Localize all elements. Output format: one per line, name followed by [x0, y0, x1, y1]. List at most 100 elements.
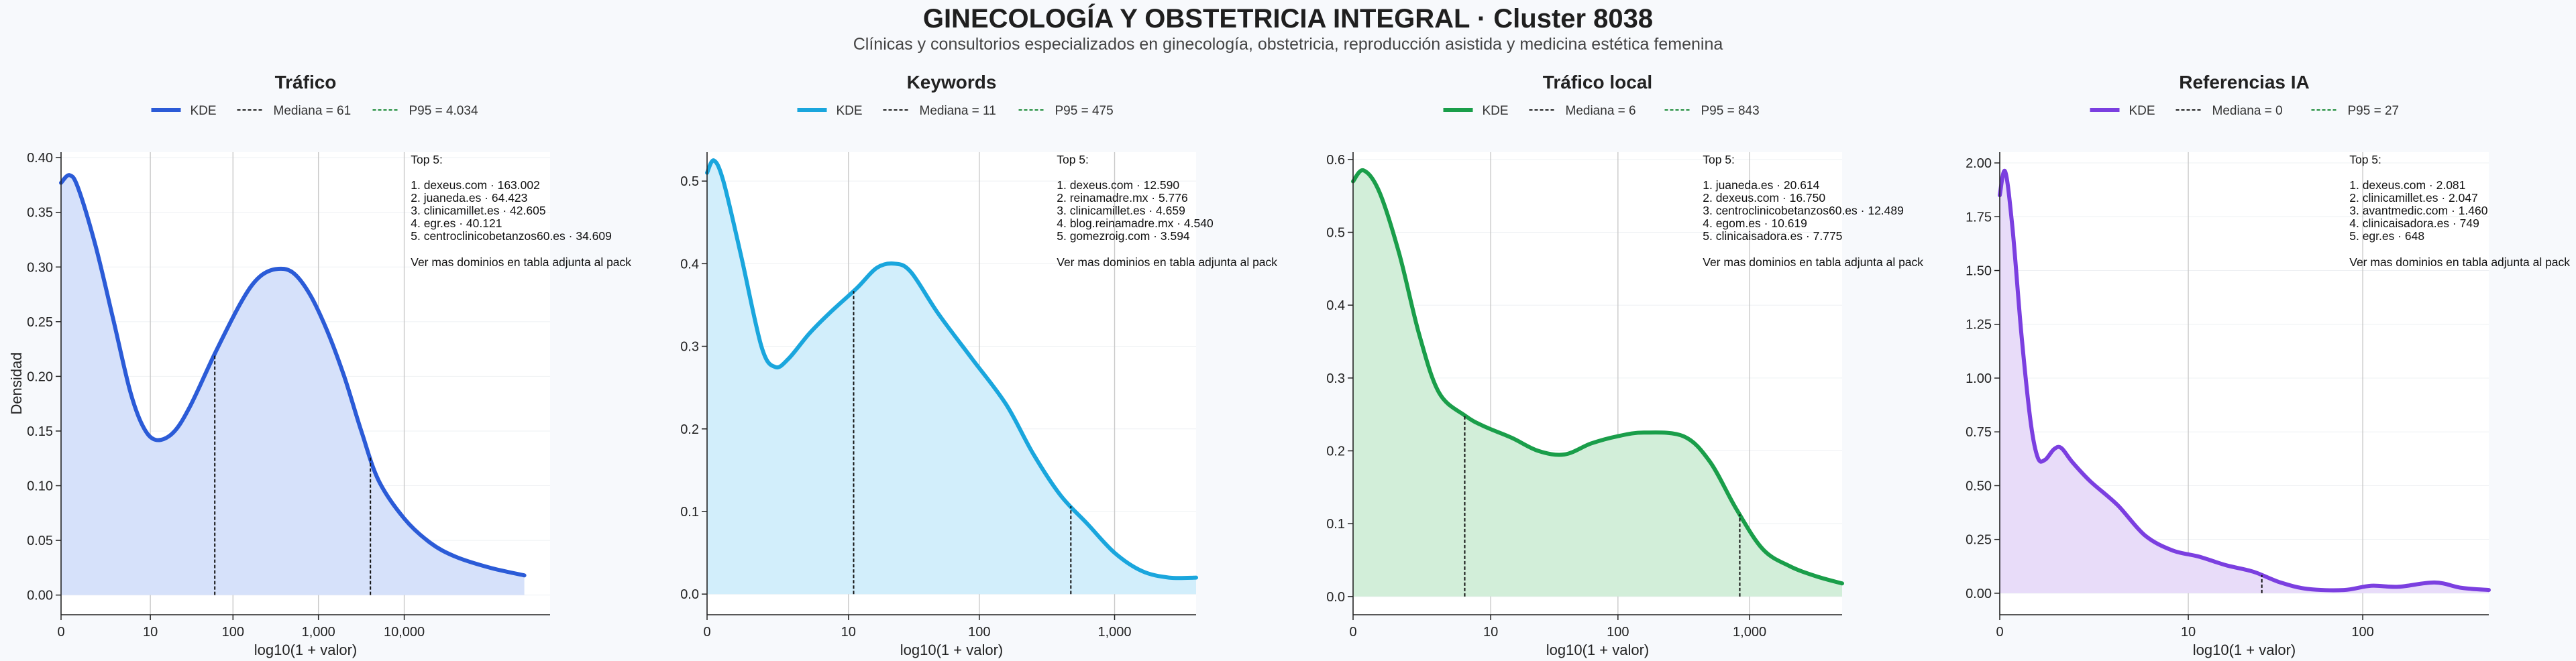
x-tick-label: 0: [57, 625, 64, 640]
figure-subtitle: Clínicas y consultorios especializados e…: [853, 35, 1723, 54]
legend-median-label: Mediana = 61: [274, 104, 352, 118]
kde-area: [1353, 170, 1842, 597]
top5-title: Top 5:: [2349, 153, 2381, 166]
y-tick-label: 0.00: [27, 589, 53, 603]
y-tick-label: 0.40: [27, 151, 53, 166]
kde-area: [2000, 170, 2489, 593]
x-tick-label: 100: [1607, 625, 1629, 640]
legend-kde-label: KDE: [191, 104, 217, 118]
top5-note: Ver mas dominios en tabla adjunta al pac…: [2349, 255, 2570, 269]
legend-kde-label: KDE: [2129, 104, 2155, 118]
legend-p95-label: P95 = 4.034: [409, 104, 478, 118]
top5-title: Top 5:: [1057, 153, 1089, 166]
top5-title: Top 5:: [411, 153, 443, 166]
legend-kde-label: KDE: [1483, 104, 1509, 118]
top5-item: 5. centroclinicobetanzos60.es · 34.609: [411, 229, 612, 243]
top5-note: Ver mas dominios en tabla adjunta al pac…: [1057, 255, 1277, 269]
panel-title: Referencias IA: [2179, 72, 2310, 93]
top5-item: 3. centroclinicobetanzos60.es · 12.489: [1703, 204, 1904, 217]
chart-panel-3: Tráfico local KDE Mediana = 6 P95 = 843 0.0 0…: [1326, 72, 1923, 658]
top5-note: Ver mas dominios en tabla adjunta al pac…: [1703, 255, 1923, 269]
x-tick-label: 1,000: [1097, 625, 1131, 640]
panel-title: Keywords: [907, 72, 997, 93]
y-tick-label: 0.50: [1966, 479, 1992, 493]
x-tick-label: 10: [143, 625, 158, 640]
legend-p95-label: P95 = 475: [1055, 104, 1114, 118]
y-tick-label: 0.25: [1966, 533, 1992, 548]
x-axis-label: log10(1 + valor): [2193, 642, 2296, 658]
top5-item: 2. reinamadre.mx · 5.776: [1057, 191, 1188, 204]
kde-area: [61, 175, 525, 595]
legend-p95-label: P95 = 27: [2348, 104, 2400, 118]
y-tick-label: 0.3: [680, 340, 699, 355]
y-tick-label: 0.1: [1326, 517, 1345, 532]
top5-item: 5. gomezroig.com · 3.594: [1057, 229, 1190, 243]
y-tick-label: 0.75: [1966, 425, 1992, 440]
y-tick-label: 0.3: [1326, 371, 1345, 386]
legend-median-label: Mediana = 6: [1566, 104, 1636, 118]
x-tick-label: 100: [222, 625, 244, 640]
top5-item: 3. clinicamillet.es · 42.605: [411, 204, 545, 217]
kde-line: [705, 158, 1198, 581]
top5-item: 4. egr.es · 40.121: [411, 217, 502, 230]
top5-item: 1. dexeus.com · 2.081: [2349, 178, 2465, 192]
top5-item: 4. clinicaisadora.es · 749: [2349, 217, 2479, 230]
y-axis-label: Densidad: [8, 353, 25, 415]
y-tick-label: 0.10: [27, 479, 53, 494]
top5-item: 3. avantmedic.com · 1.460: [2349, 204, 2487, 217]
top5-note: Ver mas dominios en tabla adjunta al pac…: [411, 255, 631, 269]
y-tick-label: 0.00: [1966, 587, 1992, 601]
chart-panel-2: Keywords KDE Mediana = 11 P95 = 475 0.0 0.1 0.…: [680, 72, 1277, 658]
kde-line: [1351, 168, 1844, 586]
y-tick-label: 1.75: [1966, 210, 1992, 225]
panel-title: Tráfico: [275, 72, 337, 93]
x-tick-label: 10: [841, 625, 856, 640]
y-tick-label: 0.0: [1326, 590, 1345, 605]
y-tick-label: 0.5: [680, 174, 699, 189]
y-tick-label: 0.20: [27, 369, 53, 384]
top5-item: 1. dexeus.com · 12.590: [1057, 178, 1179, 192]
chart-panel-1: Tráfico KDE Mediana = 61 P95 = 4.034 0.00 0.0…: [8, 72, 631, 658]
legend-median-label: Mediana = 11: [920, 104, 996, 118]
x-tick-label: 100: [2351, 625, 2373, 640]
y-tick-label: 0.35: [27, 206, 53, 221]
top5-item: 5. egr.es · 648: [2349, 229, 2424, 243]
y-tick-label: 0.30: [27, 260, 53, 275]
legend-kde-label: KDE: [837, 104, 863, 118]
x-axis-label: log10(1 + valor): [1546, 642, 1649, 658]
x-tick-label: 10: [1483, 625, 1498, 640]
y-tick-label: 0.6: [1326, 153, 1345, 168]
figure-title: GINECOLOGÍA Y OBSTETRICIA INTEGRAL · Clu…: [922, 4, 1654, 34]
y-tick-label: 0.5: [1326, 226, 1345, 241]
y-tick-label: 0.05: [27, 534, 53, 548]
y-tick-label: 1.50: [1966, 264, 1992, 279]
panel-title: Tráfico local: [1543, 72, 1652, 93]
top5-item: 2. dexeus.com · 16.750: [1703, 191, 1825, 204]
x-axis-label: log10(1 + valor): [254, 642, 357, 658]
y-tick-label: 0.2: [680, 422, 699, 437]
y-tick-label: 0.4: [680, 257, 699, 272]
y-tick-label: 0.2: [1326, 444, 1345, 459]
x-tick-label: 10,000: [384, 625, 425, 640]
x-tick-label: 10: [2181, 625, 2196, 640]
top5-item: 4. blog.reinamadre.mx · 4.540: [1057, 217, 1214, 230]
kde-line: [59, 173, 527, 578]
y-tick-label: 0.4: [1326, 298, 1345, 313]
top5-item: 3. clinicamillet.es · 4.659: [1057, 204, 1185, 217]
y-tick-label: 0.0: [680, 587, 699, 602]
legend-median-label: Mediana = 0: [2212, 104, 2283, 118]
x-tick-label: 0: [1996, 625, 2003, 640]
y-tick-label: 0.25: [27, 315, 53, 330]
kde-area: [707, 160, 1196, 595]
top5-item: 5. clinicaisadora.es · 7.775: [1703, 229, 1842, 243]
chart-panel-4: Referencias IA KDE Mediana = 0 P95 = 27 0.00…: [1966, 72, 2570, 658]
x-tick-label: 0: [1349, 625, 1356, 640]
top5-item: 2. clinicamillet.es · 2.047: [2349, 191, 2478, 204]
x-axis-label: log10(1 + valor): [900, 642, 1003, 658]
legend-p95-label: P95 = 843: [1701, 104, 1760, 118]
top5-item: 1. dexeus.com · 163.002: [411, 178, 540, 192]
top5-title: Top 5:: [1703, 153, 1735, 166]
y-tick-label: 2.00: [1966, 156, 1992, 171]
top5-item: 4. egom.es · 10.619: [1703, 217, 1807, 230]
x-tick-label: 0: [703, 625, 710, 640]
